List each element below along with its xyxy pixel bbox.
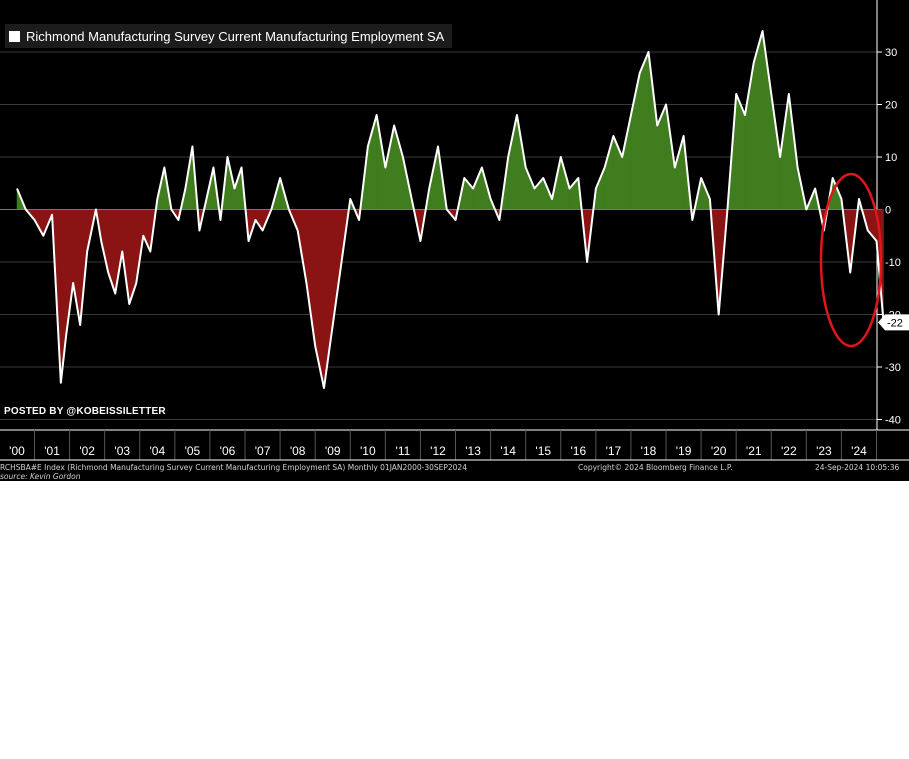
watermark: POSTED BY @KOBEISSILETTER	[4, 406, 166, 417]
last-value-label: -22	[887, 317, 903, 329]
x-tick-label: '21	[746, 444, 762, 458]
positive-area	[648, 51, 658, 210]
x-tick-label: '07	[255, 444, 271, 458]
positive-area	[525, 167, 535, 210]
x-tick-label: '01	[44, 444, 60, 458]
y-tick-label: -30	[885, 362, 901, 374]
positive-area	[595, 167, 605, 210]
positive-area	[604, 135, 614, 210]
y-tick-label: 10	[885, 152, 897, 164]
x-tick-label: '09	[325, 444, 341, 458]
chart: 3020100-10-20-30-40'00'01'02'03'04'05'06…	[0, 0, 909, 461]
x-tick-label: '04	[150, 444, 166, 458]
negative-area	[306, 209, 316, 347]
negative-area	[129, 209, 137, 305]
x-tick-label: '10	[360, 444, 376, 458]
legend-swatch	[9, 30, 20, 42]
y-tick-label: 20	[885, 100, 897, 112]
x-tick-label: '08	[290, 444, 306, 458]
x-tick-label: '22	[781, 444, 797, 458]
positive-area	[621, 114, 632, 210]
x-tick-label: '15	[535, 444, 551, 458]
x-tick-label: '03	[114, 444, 130, 458]
x-tick-label: '05	[185, 444, 201, 458]
footer-index-info: RCHSBA#E Index (Richmond Manufacturing S…	[0, 463, 467, 472]
annotation-ellipse	[819, 172, 883, 348]
positive-area	[674, 135, 684, 210]
x-tick-label: '00	[9, 444, 25, 458]
y-tick-label: 0	[885, 205, 891, 217]
x-tick-label: '17	[606, 444, 622, 458]
positive-area	[385, 125, 395, 210]
x-tick-label: '12	[430, 444, 446, 458]
positive-area	[639, 51, 649, 210]
negative-area	[314, 209, 325, 389]
x-tick-label: '13	[465, 444, 481, 458]
footer-copyright: Copyright© 2024 Bloomberg Finance L.P.	[578, 463, 733, 472]
footer-source: source: Kevin Gordon	[0, 472, 81, 481]
y-tick-label: 30	[885, 47, 897, 59]
positive-area	[472, 167, 483, 210]
legend-label: Richmond Manufacturing Survey Current Ma…	[26, 28, 445, 44]
negative-area	[100, 209, 109, 273]
chart-panel: 3020100-10-20-30-40'00'01'02'03'04'05'06…	[0, 0, 909, 481]
legend: Richmond Manufacturing Survey Current Ma…	[5, 24, 453, 48]
footer-timestamp: 24-Sep-2024 10:05:36	[815, 463, 900, 472]
y-tick-label: -40	[885, 415, 901, 427]
x-tick-label: '23	[816, 444, 832, 458]
x-tick-label: '06	[220, 444, 236, 458]
x-tick-label: '20	[711, 444, 727, 458]
x-tick-label: '14	[500, 444, 516, 458]
negative-area	[114, 209, 123, 294]
x-tick-label: '11	[396, 444, 411, 458]
y-tick-label: -10	[885, 257, 901, 269]
x-tick-label: '16	[571, 444, 587, 458]
x-tick-label: '02	[79, 444, 95, 458]
last-value-badge	[878, 314, 909, 331]
x-tick-label: '18	[641, 444, 657, 458]
x-tick-label: '24	[851, 444, 867, 458]
series-line	[16, 30, 885, 389]
x-tick-label: '19	[676, 444, 692, 458]
positive-area	[507, 114, 518, 210]
